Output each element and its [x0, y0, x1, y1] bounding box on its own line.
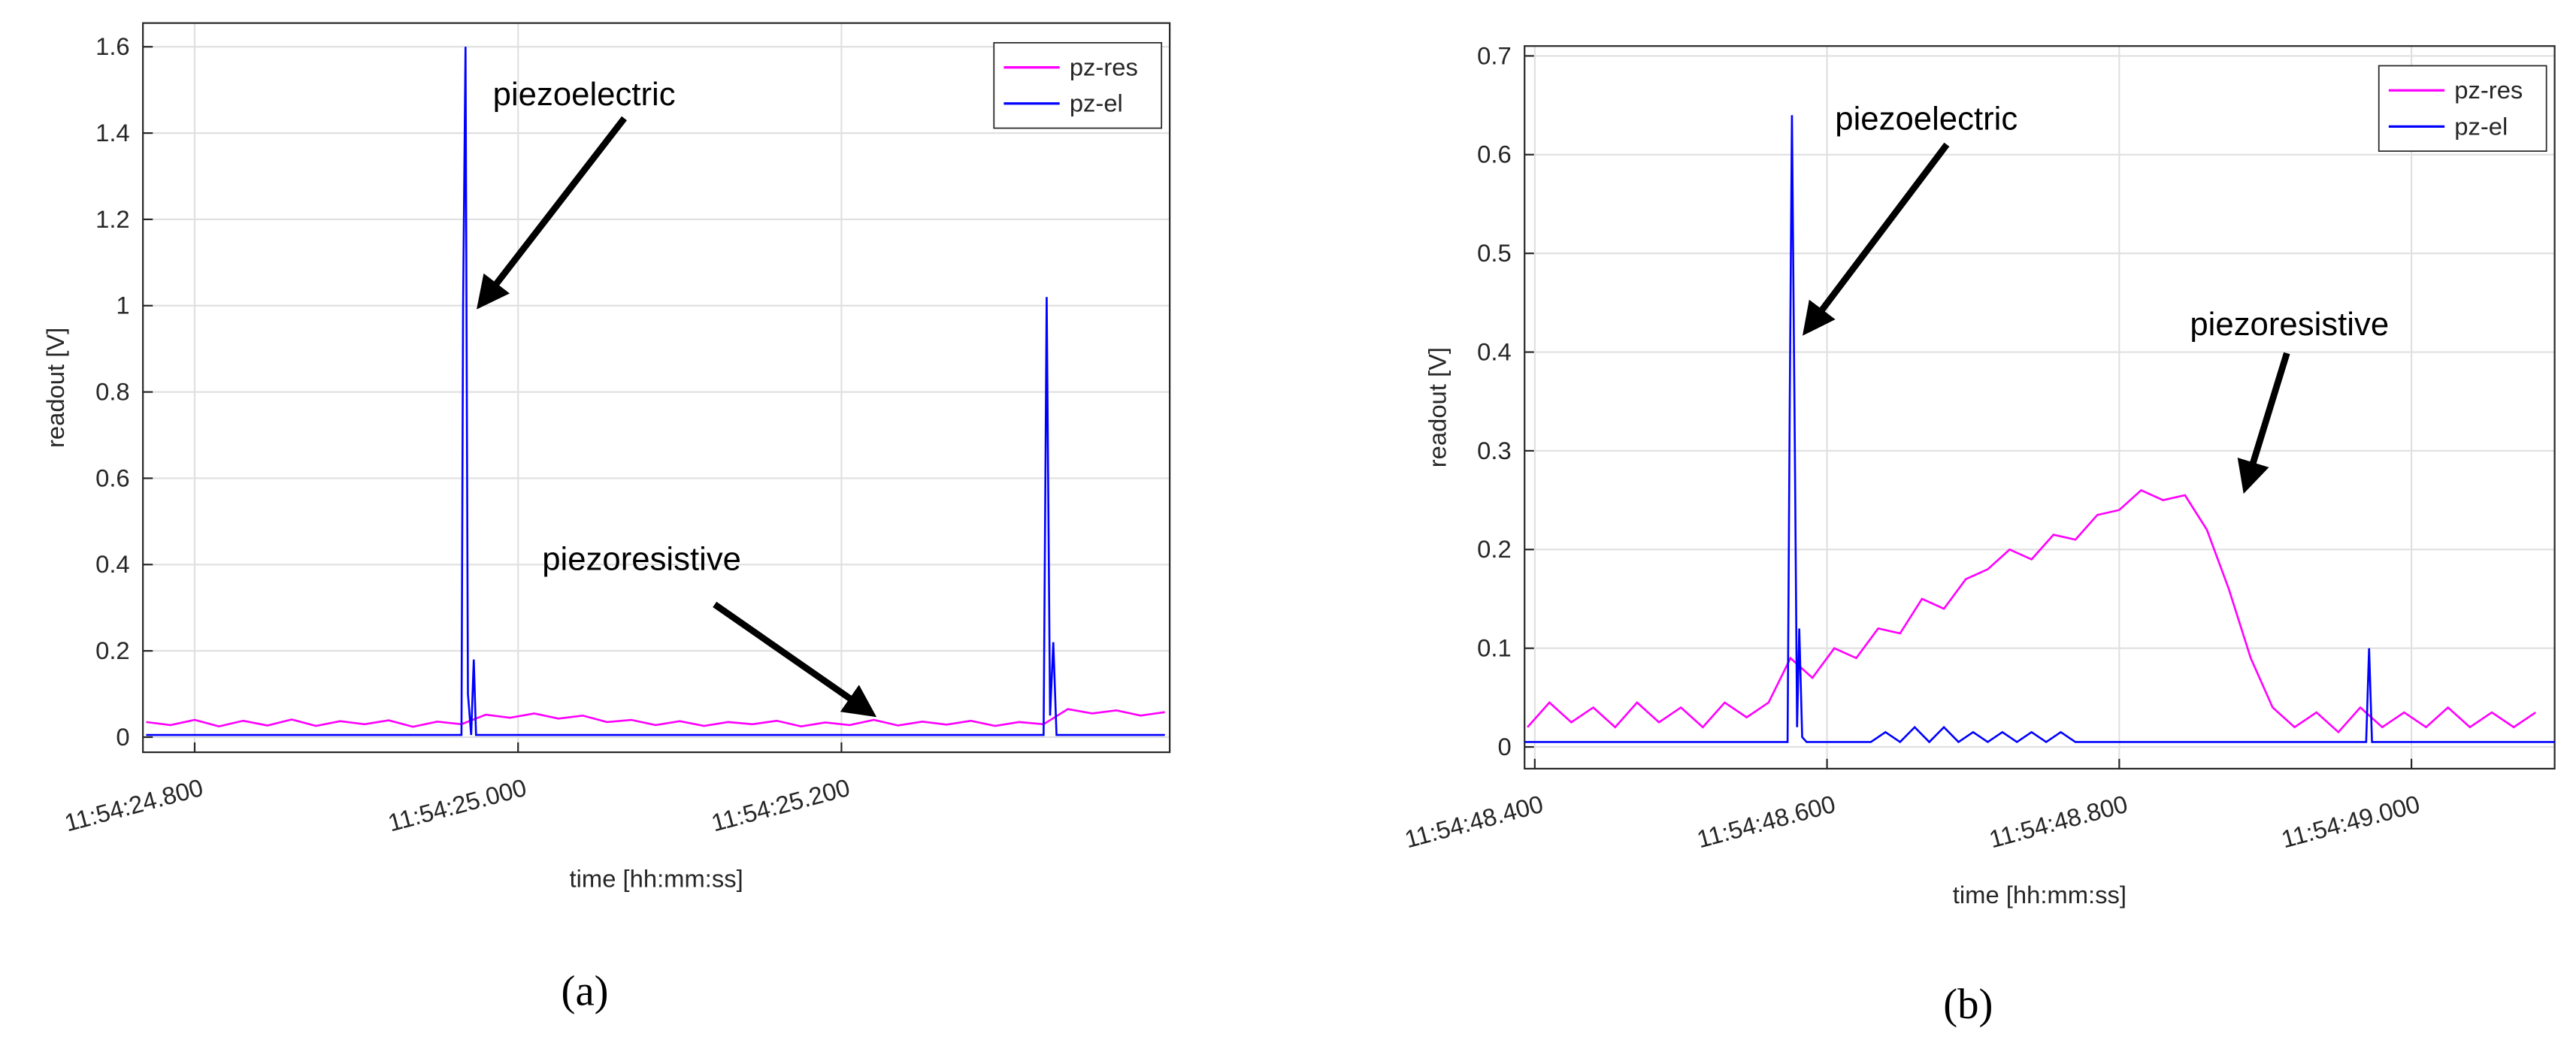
- annotation: piezoresistive: [2190, 306, 2389, 343]
- x-tick-label: 11:54:25.000: [385, 773, 529, 837]
- legend-label: pz-res: [2454, 76, 2523, 104]
- y-tick-label: 1.2: [95, 205, 130, 233]
- legend-box: [993, 42, 1163, 129]
- y-tick-label: 0.2: [1477, 535, 1512, 563]
- data-line: [1524, 115, 2555, 744]
- y-axis-label: readout [V]: [41, 328, 69, 448]
- y-axis-label: readout [V]: [1423, 347, 1451, 467]
- legend-label: pz-res: [1070, 53, 1138, 81]
- x-tick-label: 11:54:24.800: [62, 773, 206, 837]
- y-tick-label: 0.7: [1477, 41, 1512, 69]
- y-tick-label: 1.6: [95, 32, 130, 60]
- x-tick-label: 11:54:49.000: [2278, 790, 2423, 854]
- subcaption: (b): [1943, 981, 1993, 1028]
- annotation-arrow: [477, 116, 627, 310]
- data-line: [1527, 488, 2537, 734]
- annotation-arrow: [1802, 142, 1950, 336]
- y-tick-label: 1.4: [95, 119, 130, 147]
- y-tick-label: 1: [116, 292, 129, 319]
- plot-frame: [1524, 45, 2556, 770]
- x-axis-label: time [hh:mm:ss]: [570, 864, 743, 892]
- annotation-arrow: [2237, 352, 2290, 494]
- y-tick-label: 0.4: [1477, 337, 1512, 365]
- y-tick-label: 0.8: [95, 378, 130, 406]
- data-line: [146, 47, 1165, 736]
- y-tick-label: 0.3: [1477, 437, 1512, 464]
- x-tick-label: 11:54:48.800: [1986, 790, 2130, 854]
- data-line: [146, 708, 1165, 728]
- x-axis-label: time [hh:mm:ss]: [1953, 881, 2126, 908]
- y-tick-label: 0.1: [1477, 634, 1512, 662]
- legend-label: pz-el: [2454, 112, 2508, 140]
- annotation-arrow: [713, 601, 877, 718]
- y-tick-label: 0: [116, 723, 129, 751]
- legend-label: pz-el: [1070, 89, 1123, 117]
- x-tick-label: 11:54:25.200: [708, 773, 852, 837]
- y-tick-label: 0: [1498, 733, 1512, 760]
- y-tick-label: 0.4: [95, 550, 130, 578]
- y-tick-label: 0.2: [95, 636, 130, 664]
- legend-box: [2378, 65, 2547, 153]
- y-tick-label: 0.6: [1477, 141, 1512, 168]
- annotation: piezoresistive: [542, 540, 741, 577]
- y-tick-label: 0.6: [95, 464, 130, 491]
- x-tick-label: 11:54:48.600: [1694, 790, 1838, 854]
- panel-a: 0 0.2 0.4 0.6 0.8 1 1.2 1.4 1.6 11:54:24.800 11:54…: [41, 22, 1171, 892]
- plot-frame: [142, 22, 1171, 754]
- y-tick-label: 0.5: [1477, 239, 1512, 267]
- panel-b: 0 0.1 0.2 0.3 0.4 0.5 0.6 0.7 11:54:48.400 11:54:…: [1402, 41, 2556, 908]
- x-tick-label: 11:54:48.400: [1402, 790, 1546, 854]
- subcaption: (a): [562, 968, 609, 1015]
- annotation: piezoelectric: [1835, 101, 2018, 138]
- annotation: piezoelectric: [493, 76, 676, 113]
